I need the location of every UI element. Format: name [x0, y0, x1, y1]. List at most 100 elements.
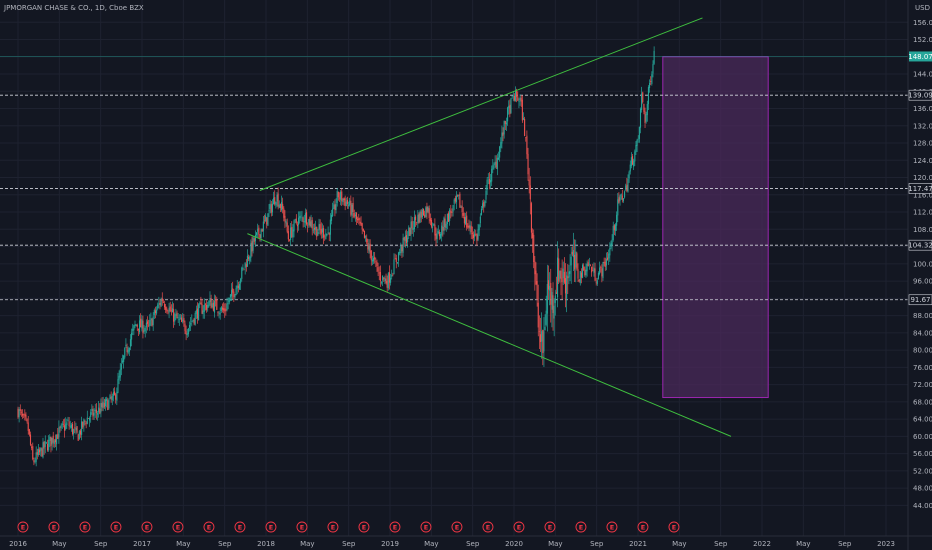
- earnings-event-marker[interactable]: E: [172, 521, 184, 533]
- candle: [329, 213, 331, 242]
- earnings-event-marker[interactable]: E: [234, 521, 246, 533]
- candle: [497, 151, 500, 160]
- candle: [645, 111, 647, 124]
- candle: [557, 241, 559, 308]
- y-tick-label: 60.00: [913, 433, 932, 441]
- y-tick-label: 128.00: [913, 140, 932, 148]
- y-tick-label: 72.00: [913, 381, 932, 389]
- candle: [367, 238, 369, 253]
- candle: [313, 223, 316, 235]
- earnings-event-marker[interactable]: E: [48, 521, 60, 533]
- candle: [134, 320, 136, 329]
- earnings-event-marker[interactable]: E: [203, 521, 215, 533]
- y-tick-label: 108.00: [913, 226, 932, 234]
- candle: [338, 192, 341, 202]
- earnings-event-marker[interactable]: E: [141, 521, 153, 533]
- candle: [429, 213, 431, 226]
- candle: [606, 252, 609, 261]
- candle: [140, 313, 142, 328]
- candle: [365, 235, 367, 242]
- candle: [422, 208, 425, 216]
- candle: [152, 312, 154, 331]
- candle: [426, 202, 428, 220]
- earnings-event-marker[interactable]: E: [513, 521, 525, 533]
- candle: [624, 190, 626, 199]
- candle: [446, 213, 448, 230]
- candle: [555, 276, 557, 295]
- candle: [454, 195, 456, 204]
- candle: [83, 418, 85, 432]
- candle: [242, 264, 244, 271]
- candle: [418, 212, 420, 224]
- level-label: 117.47: [908, 185, 932, 193]
- earnings-event-marker[interactable]: E: [79, 521, 91, 533]
- candle: [405, 229, 408, 246]
- candle: [225, 303, 227, 316]
- candle: [539, 317, 542, 353]
- earnings-event-marker[interactable]: E: [110, 521, 122, 533]
- earnings-event-marker[interactable]: E: [575, 521, 587, 533]
- candle: [499, 145, 501, 162]
- candle: [159, 298, 161, 310]
- candle: [226, 297, 228, 312]
- earnings-event-marker[interactable]: E: [606, 521, 618, 533]
- candle: [335, 198, 337, 214]
- candle: [42, 437, 44, 459]
- candle: [576, 251, 578, 271]
- candle: [400, 242, 402, 256]
- candle: [64, 418, 66, 438]
- svg-text:E: E: [269, 523, 273, 531]
- candle: [37, 444, 39, 457]
- earnings-event-marker[interactable]: E: [17, 521, 29, 533]
- candle: [584, 266, 586, 277]
- candle: [435, 227, 437, 247]
- earnings-event-marker[interactable]: E: [327, 521, 339, 533]
- candle: [549, 272, 551, 306]
- candle: [644, 107, 646, 129]
- candle: [161, 292, 163, 306]
- candle: [318, 218, 320, 235]
- candle: [220, 305, 222, 313]
- candle: [250, 239, 252, 263]
- y-axis[interactable]: 44.00 48.00 52.00 56.00 60.00 64.00 68.00 72.00…: [907, 0, 932, 550]
- candle: [370, 249, 372, 266]
- earnings-event-marker[interactable]: E: [265, 521, 277, 533]
- earnings-event-marker[interactable]: E: [358, 521, 370, 533]
- candle: [287, 225, 289, 242]
- candle: [526, 130, 528, 159]
- earnings-event-marker[interactable]: E: [420, 521, 432, 533]
- candle: [177, 312, 179, 323]
- candle: [369, 239, 371, 259]
- candle: [231, 283, 233, 301]
- candle: [266, 217, 268, 229]
- candle: [69, 420, 71, 429]
- earnings-event-marker[interactable]: E: [451, 521, 463, 533]
- x-tick-label: May: [176, 540, 190, 548]
- candle: [350, 195, 352, 217]
- candle: [638, 126, 640, 143]
- earnings-event-marker[interactable]: E: [668, 521, 680, 533]
- earnings-event-marker[interactable]: E: [482, 521, 494, 533]
- candle: [212, 299, 214, 312]
- candle: [649, 79, 651, 93]
- candle: [126, 343, 128, 356]
- candle: [510, 97, 512, 114]
- x-tick-label: Sep: [838, 540, 852, 548]
- candle: [315, 220, 317, 236]
- candle: [275, 201, 277, 209]
- earnings-event-marker[interactable]: E: [389, 521, 401, 533]
- earnings-event-marker[interactable]: E: [544, 521, 556, 533]
- candle: [309, 216, 311, 228]
- candle: [208, 300, 210, 308]
- candle: [261, 228, 263, 232]
- svg-text:E: E: [641, 523, 645, 531]
- candle: [563, 257, 565, 285]
- earnings-event-marker[interactable]: E: [637, 521, 649, 533]
- candle: [479, 213, 481, 228]
- candle: [104, 397, 107, 411]
- candle: [458, 194, 460, 200]
- y-tick-label: 76.00: [913, 364, 932, 372]
- svg-text:E: E: [579, 523, 583, 531]
- earnings-event-marker[interactable]: E: [296, 521, 308, 533]
